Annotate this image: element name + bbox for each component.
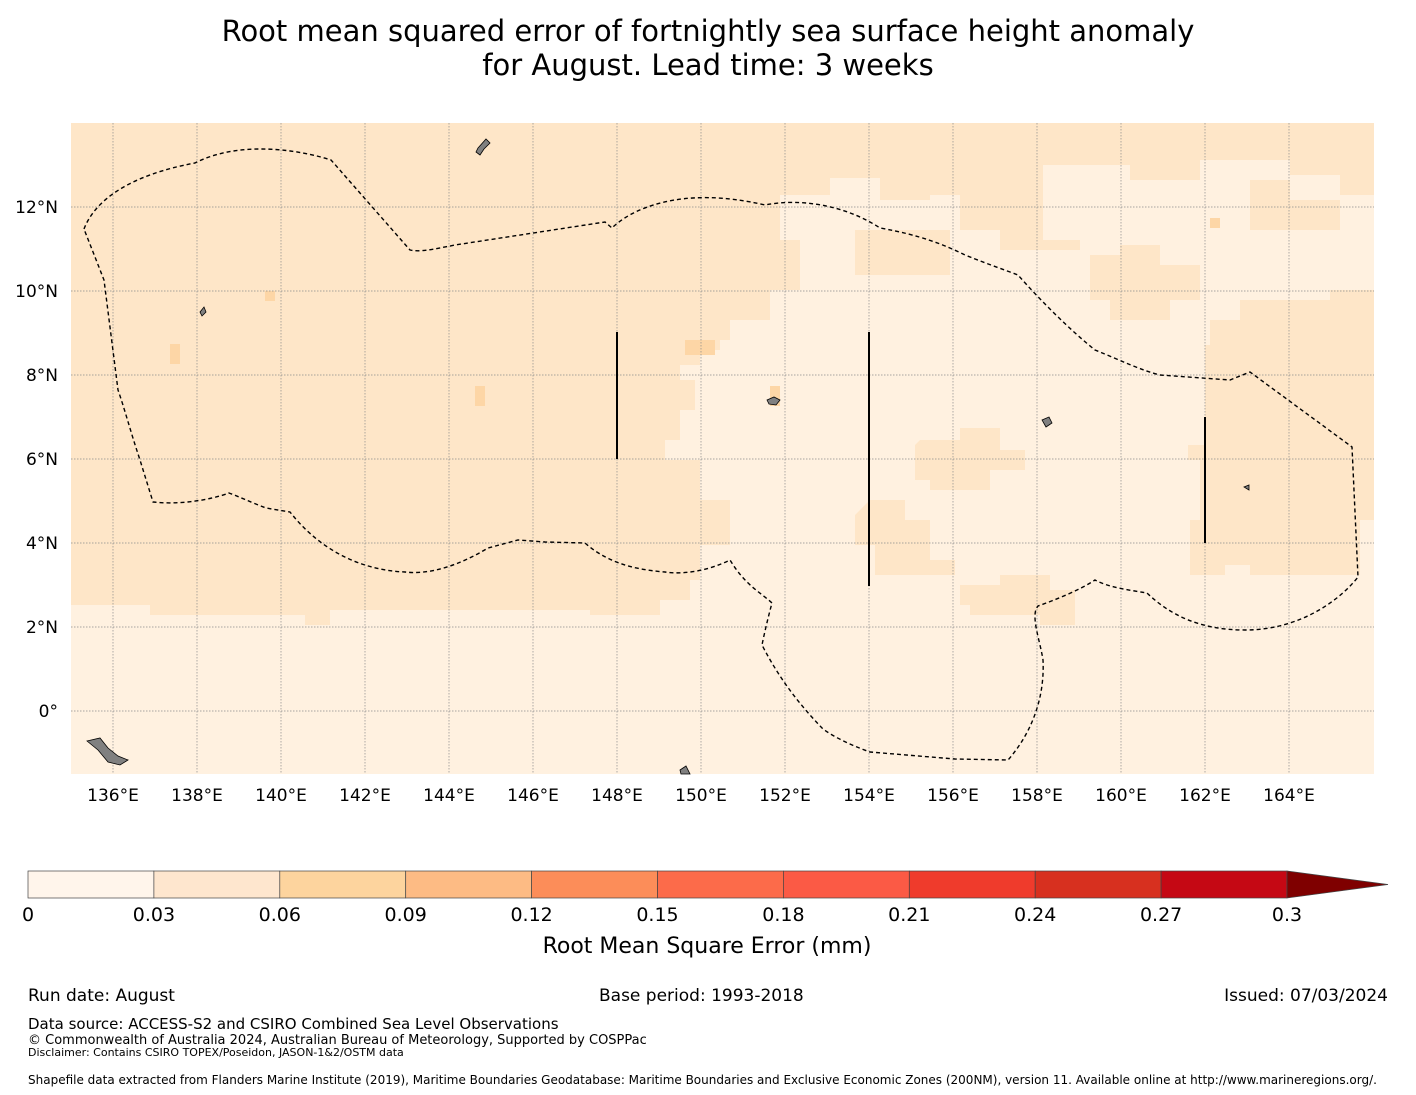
lon-tick-label: 152°E xyxy=(759,786,811,806)
island-yap xyxy=(199,306,207,317)
eez-boundary xyxy=(83,148,1359,761)
disclaimer: Disclaimer: Contains CSIRO TOPEX/Poseido… xyxy=(28,1046,404,1059)
rmse-bin-north-lobe xyxy=(1250,180,1340,230)
colorbar-bin xyxy=(153,870,281,899)
rmse-bin-east xyxy=(1090,245,1374,575)
rmse-bin-west xyxy=(71,123,1374,625)
colorbar-tick-label: 0.18 xyxy=(762,904,804,926)
colorbar-tick-label: 0.06 xyxy=(259,904,301,926)
colorbar-tick-label: 0.15 xyxy=(636,904,678,926)
data-source: Data source: ACCESS-S2 and CSIRO Combine… xyxy=(28,1015,559,1033)
lat-tick-label: 6°N xyxy=(26,450,58,470)
lon-tick-label: 140°E xyxy=(255,786,307,806)
map-title-line2: for August. Lead time: 3 weeks xyxy=(482,48,934,82)
meridian-segments xyxy=(616,332,1206,586)
colorbar-label: Root Mean Square Error (mm) xyxy=(543,934,872,959)
lon-tick-label: 150°E xyxy=(675,786,727,806)
copyright: © Commonwealth of Australia 2024, Austra… xyxy=(28,1033,647,1048)
colorbar-tick-labels: 0 0.03 0.06 0.09 0.12 0.15 0.18 0.21 0.24 0.27 0.3 xyxy=(22,904,1302,926)
island-pohnpei xyxy=(1041,416,1053,428)
island-chuuk xyxy=(766,396,781,406)
colorbar-bin xyxy=(531,870,658,899)
colorbar-bin xyxy=(783,870,910,899)
island-south-atoll xyxy=(679,765,691,775)
lat-tick-labels: 12°N 10°N 8°N 6°N 4°N 2°N 0° xyxy=(15,198,58,722)
run-date: Run date: August xyxy=(28,986,175,1006)
lon-tick-label: 136°E xyxy=(87,786,139,806)
colorbar-tick-label: 0.21 xyxy=(888,904,930,926)
colorbar-bin xyxy=(27,870,155,899)
lon-tick-labels: 136°E 138°E 140°E 142°E 144°E 146°E 148°… xyxy=(87,786,1315,806)
colorbar-tick-label: 0.03 xyxy=(133,904,175,926)
colorbar-tick-label: 0.27 xyxy=(1140,904,1182,926)
colorbar xyxy=(27,870,1389,899)
colorbar-bin xyxy=(657,870,784,899)
lon-tick-label: 146°E xyxy=(507,786,559,806)
lon-tick-label: 158°E xyxy=(1011,786,1063,806)
lon-tick-label: 156°E xyxy=(927,786,979,806)
base-period: Base period: 1993-2018 xyxy=(599,986,804,1006)
rmse-bin-central-patch xyxy=(855,230,1075,625)
colorbar-extend-arrow xyxy=(1286,870,1389,899)
lat-tick-label: 8°N xyxy=(26,366,58,386)
lon-tick-label: 144°E xyxy=(423,786,475,806)
lat-tick-label: 12°N xyxy=(15,198,58,218)
lon-tick-label: 138°E xyxy=(171,786,223,806)
lon-tick-label: 154°E xyxy=(843,786,895,806)
colorbar-bin xyxy=(405,870,532,899)
colorbar-tick-label: 0.09 xyxy=(385,904,427,926)
lon-tick-label: 164°E xyxy=(1263,786,1315,806)
map-title: Root mean squared error of fortnightly s… xyxy=(0,14,1416,82)
colorbar-bin xyxy=(1160,870,1288,899)
colorbar-tick-label: 0.12 xyxy=(510,904,552,926)
lat-tick-label: 10°N xyxy=(15,282,58,302)
island-kosrae xyxy=(1243,484,1250,491)
rmse-field xyxy=(71,123,1374,774)
rmse-speckles xyxy=(170,218,1220,406)
lat-tick-label: 4°N xyxy=(26,534,58,554)
lon-tick-label: 160°E xyxy=(1095,786,1147,806)
island-guam xyxy=(475,138,491,156)
colorbar-bin xyxy=(908,870,1036,899)
islands xyxy=(86,138,1250,775)
lon-tick-label: 142°E xyxy=(339,786,391,806)
lon-tick-label: 162°E xyxy=(1179,786,1231,806)
colorbar-tick-label: 0.3 xyxy=(1272,904,1302,926)
colorbar-tick-label: 0 xyxy=(22,904,34,926)
lon-tick-label: 148°E xyxy=(591,786,643,806)
colorbar-bin xyxy=(1034,870,1162,899)
graticule xyxy=(71,123,1374,774)
issued-date: Issued: 07/03/2024 xyxy=(1224,986,1388,1006)
colorbar-tick-label: 0.24 xyxy=(1014,904,1056,926)
lat-tick-label: 2°N xyxy=(26,618,58,638)
shapefile-credit: Shapefile data extracted from Flanders M… xyxy=(28,1073,1377,1087)
lat-tick-label: 0° xyxy=(39,702,58,722)
map-title-line1: Root mean squared error of fortnightly s… xyxy=(221,14,1195,48)
island-manus xyxy=(86,737,129,766)
colorbar-bin xyxy=(279,870,407,899)
